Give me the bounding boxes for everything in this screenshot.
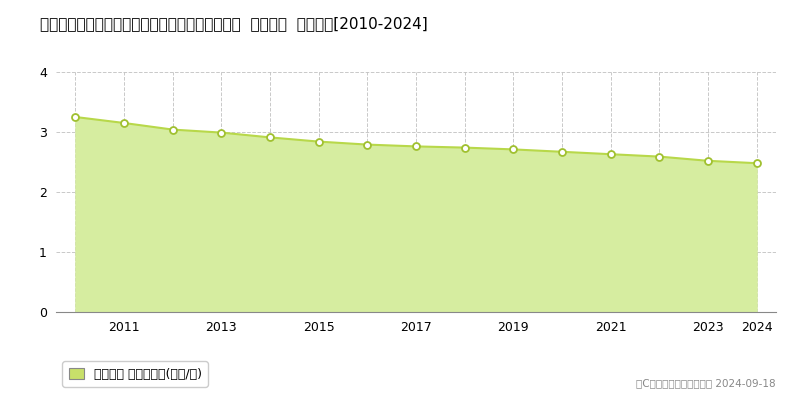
Legend: 基準地価 平均坪単価(万円/坪): 基準地価 平均坪単価(万円/坪)	[62, 362, 208, 387]
Text: 長野県上水内郡信濃町大字古間字柳原４７２番４  基準地価  地価推移[2010-2024]: 長野県上水内郡信濃町大字古間字柳原４７２番４ 基準地価 地価推移[2010-20…	[40, 16, 428, 31]
Text: （C）土地価格ドットコム 2024-09-18: （C）土地価格ドットコム 2024-09-18	[636, 378, 776, 388]
